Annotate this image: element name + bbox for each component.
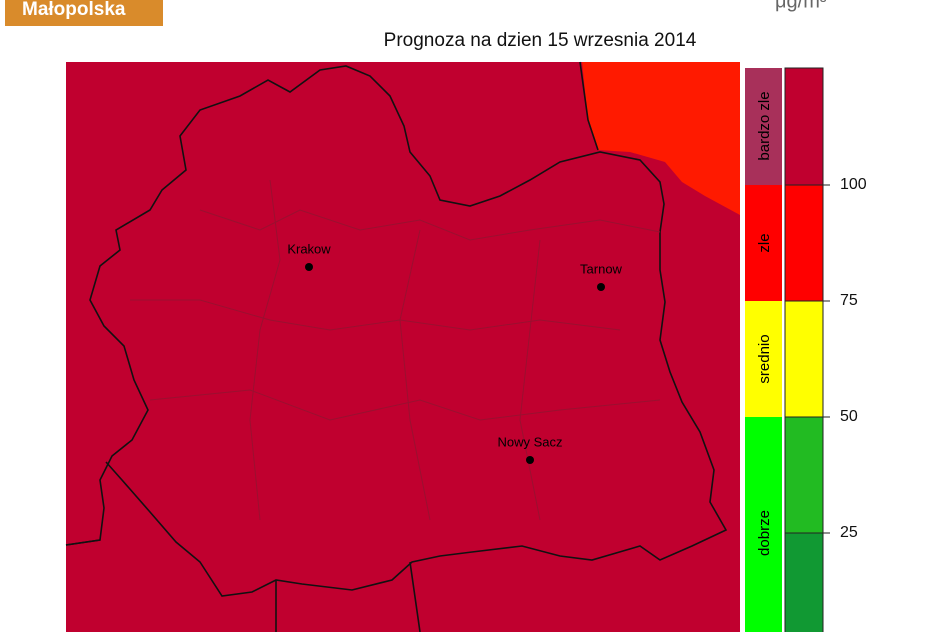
badge <box>5 0 163 26</box>
legend-scale <box>784 532 824 637</box>
badge-text: Małopolska <box>22 0 126 20</box>
city-dot <box>526 456 534 464</box>
city-dot <box>305 263 313 271</box>
map-title: Prognoza na dzien 15 wrzesnia 2014 <box>384 30 697 51</box>
district-lines <box>130 179 661 521</box>
city-label: Tarnow <box>580 261 623 276</box>
region-border <box>65 65 728 597</box>
legend-class <box>745 185 782 301</box>
legend-label: srednio <box>756 334 773 383</box>
legend-label: zle <box>756 233 773 252</box>
legend: bardzo zle zle srednio dobrze <box>745 67 824 637</box>
zone-high <box>582 62 740 215</box>
map <box>65 61 740 633</box>
tick-label: 100 <box>840 176 867 193</box>
legend-class <box>745 68 782 185</box>
legend-scale <box>784 67 824 186</box>
legend-label: dobrze <box>756 510 773 556</box>
legend-class <box>745 417 782 632</box>
unit: μg/m³ <box>775 0 827 12</box>
legend-scale <box>784 184 824 302</box>
tick-label: 25 <box>840 524 858 541</box>
tick-label: 75 <box>840 292 858 309</box>
legend-scale <box>784 300 824 418</box>
city-label: Krakow <box>287 241 331 256</box>
legend-class <box>745 301 782 417</box>
city-dot <box>597 283 605 291</box>
border-line <box>65 61 599 633</box>
legend-label: bardzo zle <box>756 91 773 160</box>
tick-label: 50 <box>840 408 858 425</box>
legend-scale <box>784 416 824 534</box>
city-label: Nowy Sacz <box>497 434 562 449</box>
